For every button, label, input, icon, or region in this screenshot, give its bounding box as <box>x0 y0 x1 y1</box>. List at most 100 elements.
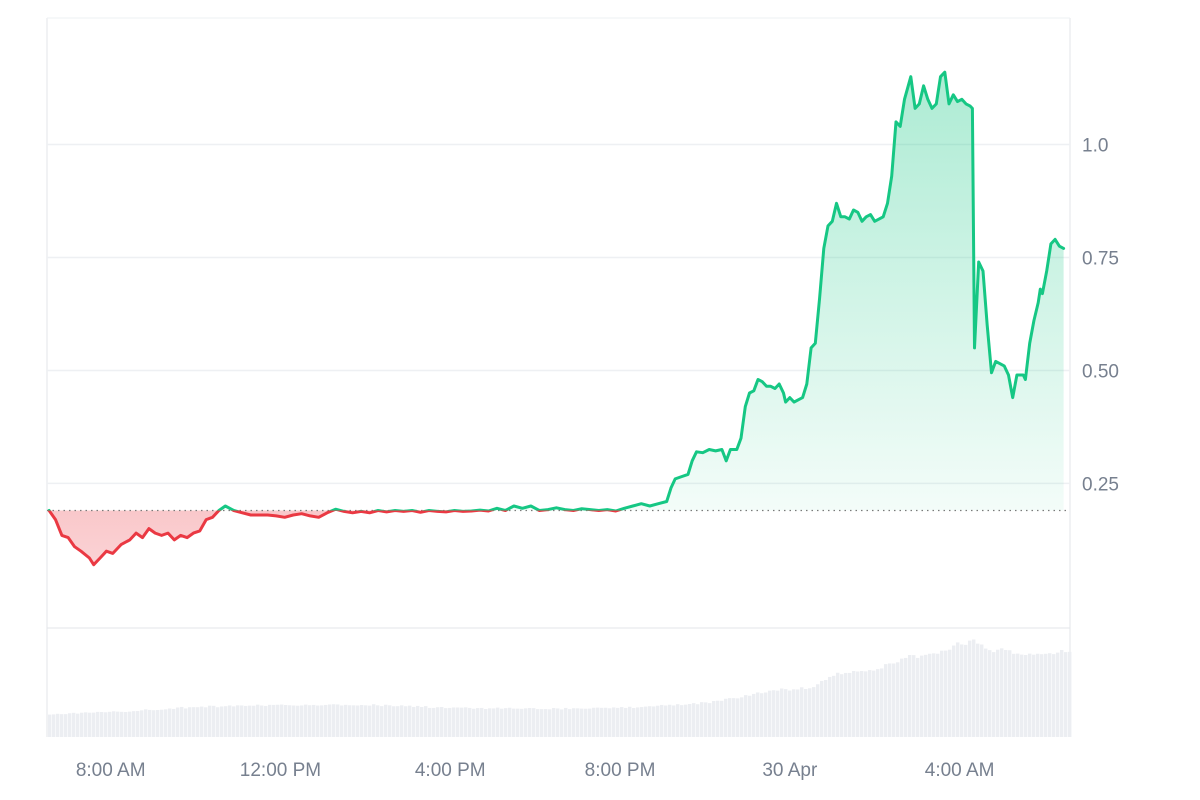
volume-bar-35 <box>188 707 192 737</box>
volume-bar-224 <box>944 650 948 737</box>
volume-bar-103 <box>460 707 464 737</box>
volume-bar-139 <box>604 707 608 737</box>
volume-bar-208 <box>880 668 884 737</box>
volume-bar-212 <box>896 662 900 737</box>
volume-bar-218 <box>920 655 924 737</box>
volume-bar-165 <box>708 703 712 737</box>
volume-bar-21 <box>132 711 136 737</box>
volume-bar-118 <box>520 708 524 737</box>
volume-bar-210 <box>888 663 892 737</box>
volume-bar-55 <box>268 704 272 737</box>
volume-bar-50 <box>248 705 252 737</box>
volume-bar-178 <box>760 693 764 737</box>
chart-frame <box>46 17 1071 737</box>
volume-bar-41 <box>212 705 216 737</box>
volume-bar-15 <box>108 711 112 737</box>
volume-bar-78 <box>360 704 364 737</box>
volume-bar-95 <box>428 707 432 737</box>
y-axis: 0.25 0.50 0.75 1.0 <box>1082 136 1119 496</box>
volume-bar-87 <box>396 706 400 737</box>
volume-bar-131 <box>572 708 576 737</box>
volume-bar-46 <box>232 706 236 737</box>
volume-bar-172 <box>736 698 740 737</box>
volume-bar-249 <box>1044 653 1048 737</box>
volume-bar-154 <box>664 705 668 737</box>
x-tick-label: 8:00 PM <box>585 760 656 781</box>
volume-bar-150 <box>648 706 652 737</box>
volume-bar-13 <box>100 712 104 737</box>
volume-bar-229 <box>964 644 968 737</box>
volume-bar-107 <box>476 708 480 737</box>
volume-bar-102 <box>456 707 460 737</box>
volume-bar-251 <box>1052 654 1056 737</box>
volume-bar-135 <box>588 708 592 737</box>
volume-bar-238 <box>1000 648 1004 737</box>
volume-bar-130 <box>568 709 572 737</box>
volume-bar-100 <box>448 707 452 737</box>
volume-bar-195 <box>828 676 832 737</box>
volume-bar-30 <box>168 708 172 737</box>
volume-bar-63 <box>300 705 304 737</box>
volume-bar-167 <box>716 700 720 737</box>
volume-bar-37 <box>196 707 200 737</box>
volume-bar-187 <box>796 689 800 737</box>
volume-bar-223 <box>940 650 944 737</box>
price-line-up <box>47 70 1066 511</box>
volume-bar-181 <box>772 690 776 737</box>
volume-bar-104 <box>464 707 468 737</box>
volume-bars <box>48 639 1072 737</box>
volume-bar-7 <box>76 713 80 737</box>
volume-bar-22 <box>136 711 140 737</box>
volume-bar-244 <box>1024 655 1028 737</box>
volume-bar-18 <box>120 711 124 737</box>
volume-bar-2 <box>56 713 60 737</box>
volume-bar-246 <box>1032 654 1036 737</box>
volume-bar-25 <box>148 709 152 737</box>
volume-bar-133 <box>580 708 584 737</box>
volume-bar-228 <box>960 644 964 737</box>
volume-bar-145 <box>628 706 632 737</box>
volume-bar-180 <box>768 690 772 737</box>
volume-bar-24 <box>144 709 148 737</box>
volume-bar-92 <box>416 705 420 737</box>
volume-bar-164 <box>704 702 708 737</box>
volume-bar-39 <box>204 707 208 737</box>
volume-bar-69 <box>324 704 328 737</box>
volume-bar-71 <box>332 704 336 737</box>
volume-bar-239 <box>1004 650 1008 737</box>
volume-bar-205 <box>868 670 872 737</box>
volume-bar-119 <box>524 708 528 737</box>
x-tick-label: 30 Apr <box>762 760 818 781</box>
volume-bar-94 <box>424 706 428 737</box>
volume-bar-9 <box>84 712 88 737</box>
volume-bar-245 <box>1028 653 1032 737</box>
volume-bar-233 <box>980 644 984 737</box>
volume-bar-141 <box>612 707 616 737</box>
volume-bar-112 <box>496 707 500 737</box>
volume-bar-198 <box>840 674 844 737</box>
y-tick-label: 1.0 <box>1082 136 1108 157</box>
volume-bar-86 <box>392 706 396 737</box>
volume-bar-207 <box>876 669 880 737</box>
x-tick-label: 4:00 PM <box>415 760 486 781</box>
volume-bar-189 <box>804 689 808 737</box>
volume-bar-221 <box>932 653 936 737</box>
volume-bar-148 <box>640 707 644 737</box>
volume-bar-105 <box>468 707 472 737</box>
volume-bar-57 <box>276 704 280 737</box>
volume-bar-97 <box>436 707 440 737</box>
volume-bar-235 <box>988 650 992 737</box>
volume-bar-182 <box>776 690 780 737</box>
volume-bar-70 <box>328 704 332 737</box>
volume-bar-32 <box>176 707 180 737</box>
volume-bar-96 <box>432 707 436 737</box>
volume-bar-219 <box>924 654 928 737</box>
volume-bar-5 <box>68 713 72 737</box>
volume-bar-200 <box>848 672 852 737</box>
volume-bar-52 <box>256 704 260 737</box>
volume-bar-31 <box>172 708 176 737</box>
volume-bar-140 <box>608 708 612 737</box>
volume-bar-128 <box>560 709 564 737</box>
volume-bar-72 <box>336 704 340 737</box>
